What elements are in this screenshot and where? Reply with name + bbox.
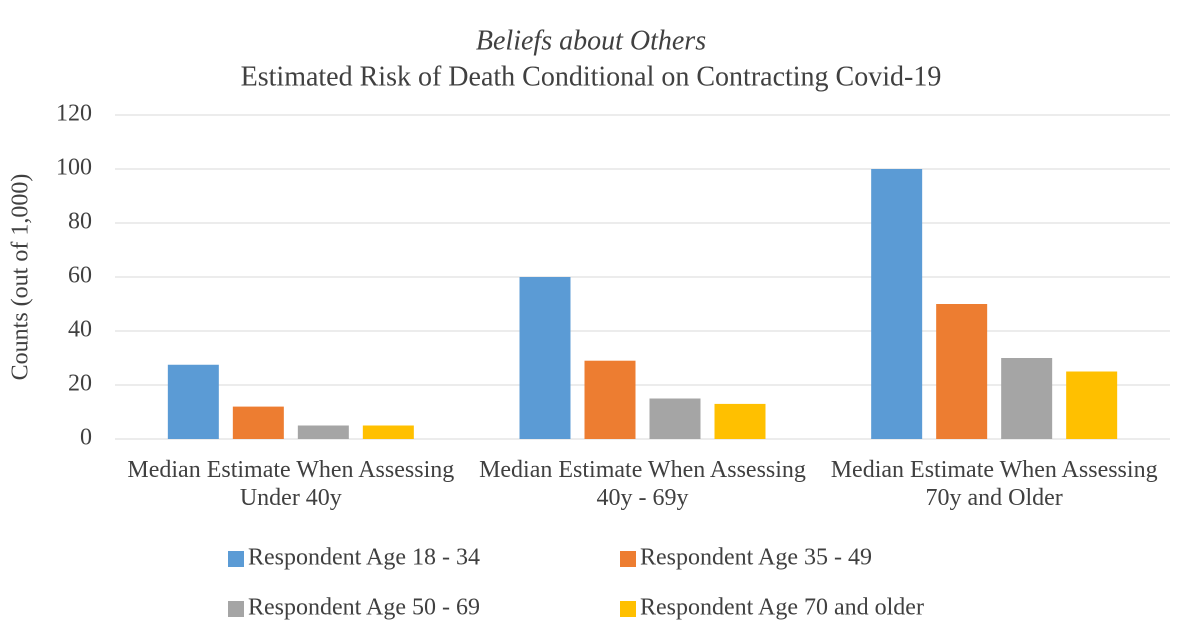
bar [584, 360, 636, 439]
bar [297, 425, 349, 439]
y-tick-label: 60 [68, 263, 92, 289]
bar [1066, 371, 1118, 439]
chart-title: Beliefs about Others [476, 25, 706, 56]
y-tick-label: 0 [80, 425, 92, 451]
legend-label: Respondent Age 50 - 69 [248, 595, 480, 621]
legend-swatch [228, 601, 244, 617]
bar [232, 406, 284, 439]
bar [714, 403, 766, 439]
y-tick-label: 120 [56, 101, 92, 127]
bar [1001, 358, 1053, 439]
legend-swatch [620, 601, 636, 617]
legend-label: Respondent Age 70 and older [640, 595, 924, 621]
x-tick-label: Median Estimate When Assessing Under 40y [127, 457, 455, 511]
legend-swatch [228, 551, 244, 567]
bar [167, 364, 219, 439]
x-tick-label: Median Estimate When Assessing 40y - 69y [479, 457, 806, 511]
bar [362, 425, 414, 439]
legend-label: Respondent Age 35 - 49 [640, 545, 872, 571]
chart-subtitle: Estimated Risk of Death Conditional on C… [241, 61, 942, 92]
bar [519, 277, 571, 439]
bar [649, 398, 701, 439]
y-tick-label: 40 [68, 317, 92, 343]
y-tick-label: 100 [56, 155, 92, 181]
legend-label: Respondent Age 18 - 34 [248, 545, 480, 571]
y-tick-label: 80 [68, 209, 92, 235]
bar [871, 169, 923, 439]
y-axis-label: Counts (out of 1,000) [8, 174, 34, 381]
bar [936, 304, 988, 439]
legend-swatch [620, 551, 636, 567]
x-tick-label: Median Estimate When Assessing 70y and O… [830, 457, 1158, 511]
y-tick-label: 20 [68, 371, 92, 397]
